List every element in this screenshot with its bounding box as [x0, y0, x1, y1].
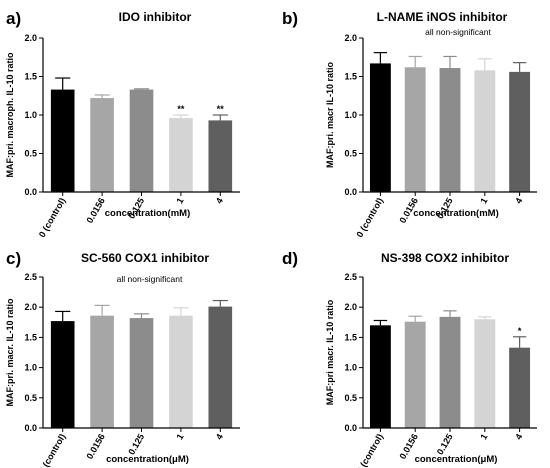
y-tick-label: 0.5: [344, 393, 357, 403]
x-tick-label: 4: [214, 196, 225, 205]
y-tick-label: 1.0: [344, 363, 357, 373]
x-tick-label: 1: [174, 432, 185, 441]
bar: [129, 318, 154, 428]
x-tick-label: 1: [478, 196, 489, 205]
bar: [169, 118, 193, 192]
x-tick-label: 0.125: [126, 432, 146, 457]
bar: [509, 347, 531, 428]
bar: [509, 71, 531, 192]
y-tick-label: 2.0: [24, 33, 37, 43]
panel-label: d): [282, 249, 298, 268]
chart-panel: a) IDO inhibitor 0.0 0.5 1.0 1.5 2.0 0 (control…: [5, 9, 240, 239]
chart-title: NS-398 COX2 inhibitor: [381, 251, 509, 265]
y-tick-label: 1.5: [24, 332, 37, 342]
x-tick-label: 1: [174, 196, 185, 205]
x-tick-label: 0 (control): [37, 432, 68, 468]
chart-title: SC-560 COX1 inhibitor: [81, 251, 209, 265]
bar: [439, 316, 461, 428]
y-tick-label: 0.0: [344, 423, 357, 433]
y-tick-label: 1.0: [24, 363, 37, 373]
y-tick-label: 0.0: [24, 187, 37, 197]
y-tick-label: 1.5: [24, 72, 37, 82]
y-tick-label: 1.5: [344, 332, 357, 342]
y-axis-label: MAF:pri macr. IL-10 ratio: [325, 299, 335, 405]
bar: [50, 89, 75, 192]
bar: [90, 98, 114, 192]
bar: [404, 321, 426, 428]
x-tick-label: 4: [513, 196, 524, 205]
chart-panel: b) L-NAME iNOS inhibitor all non-significa…: [282, 9, 537, 239]
y-tick-label: 1.5: [344, 72, 357, 82]
bar: [208, 306, 233, 428]
x-tick-label: 1: [478, 432, 489, 441]
significance-marker: *: [518, 326, 522, 336]
x-axis-label: concentration(mM): [413, 208, 499, 219]
bar: [50, 321, 75, 428]
bar: [474, 319, 496, 428]
x-tick-label: 0 (control): [354, 196, 385, 239]
bar: [129, 89, 154, 192]
bar: [369, 325, 391, 428]
x-tick-label: 4: [513, 432, 524, 441]
x-axis-label: concentration(μM): [415, 454, 498, 465]
chart-title: L-NAME iNOS inhibitor: [377, 10, 508, 24]
x-tick-label: 0.0156: [84, 196, 106, 225]
x-axis-label: concentration(μM): [106, 454, 189, 465]
chart-panel: c) SC-560 COX1 inhibitor all non-significa…: [5, 249, 240, 468]
panel-label: c): [6, 249, 21, 268]
x-tick-label: 0 (control): [354, 432, 385, 468]
y-tick-label: 2.0: [24, 302, 37, 312]
bar: [369, 63, 391, 192]
y-tick-label: 2.0: [344, 302, 357, 312]
y-tick-label: 0.0: [24, 423, 37, 433]
chart-title: IDO inhibitor: [119, 10, 192, 24]
significance-marker: **: [177, 104, 185, 114]
bar: [404, 67, 426, 192]
significance-note: all non-significant: [425, 27, 491, 37]
y-tick-label: 0.5: [344, 149, 357, 159]
bar: [474, 70, 496, 192]
panel-label: b): [282, 9, 298, 28]
bar: [208, 120, 233, 192]
x-tick-label: 4: [214, 432, 225, 441]
x-tick-label: 0 (control): [37, 196, 68, 239]
significance-note: all non-significant: [117, 274, 183, 284]
significance-marker: **: [217, 104, 225, 114]
y-tick-label: 0.5: [24, 393, 37, 403]
y-tick-label: 1.0: [344, 110, 357, 120]
x-axis-label: concentration(mM): [105, 208, 191, 219]
x-tick-label: 0.0156: [84, 432, 106, 461]
y-tick-label: 2.5: [344, 272, 357, 282]
y-axis-label: MAF:pri. macroph. IL-10 ratio: [5, 52, 15, 178]
bar: [439, 68, 461, 192]
chart-panel: d) NS-398 COX2 inhibitor 0.0 0.5 1.0 1.5 2.0 2.…: [282, 249, 537, 468]
bar: [169, 315, 193, 428]
y-tick-label: 1.0: [24, 110, 37, 120]
bar: [90, 315, 114, 428]
y-tick-label: 2.0: [344, 33, 357, 43]
y-tick-label: 2.5: [24, 272, 37, 282]
y-tick-label: 0.5: [24, 149, 37, 159]
y-tick-label: 0.0: [344, 187, 357, 197]
x-tick-label: 0.125: [435, 432, 455, 457]
y-axis-label: MAF:pri. macr IL-10 ratio: [325, 61, 335, 168]
panel-label: a): [6, 9, 21, 28]
y-axis-label: MAF:pri. macr. IL-10 ratio: [5, 298, 15, 407]
